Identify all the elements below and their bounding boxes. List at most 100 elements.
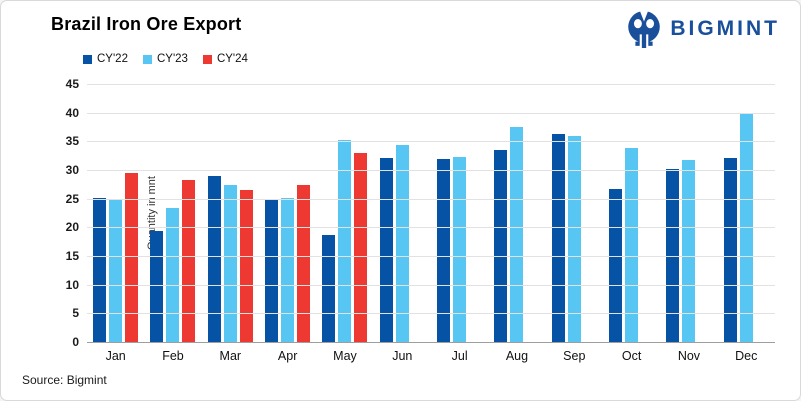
bar-slot — [682, 84, 696, 342]
legend-label: CY'23 — [156, 53, 188, 65]
bar-group-jun — [374, 84, 431, 342]
bar-slot — [395, 84, 409, 342]
y-tick-0: 0 — [72, 335, 79, 349]
bar-cy23-mar — [223, 185, 237, 342]
y-tick-40: 40 — [65, 105, 79, 120]
bar-slot — [109, 84, 123, 342]
bar-slot — [625, 84, 639, 342]
chart-legend: CY'22 CY'23 CY'24 — [83, 53, 248, 65]
bar-slot — [453, 84, 467, 342]
bar-slot — [297, 84, 311, 342]
x-tick-apr: Apr — [277, 349, 298, 363]
brand-logo: BIGMINT — [626, 10, 780, 48]
bar-slot — [510, 84, 524, 342]
x-axis-labels: Jan Feb Mar Apr May Jun Jul Aug Sep Oct Nov Dec — [87, 349, 775, 363]
gridline-45 — [87, 84, 775, 85]
bar-cy22-mar — [207, 176, 221, 342]
bar-slot — [223, 84, 237, 342]
bar-cy22-oct — [609, 188, 623, 342]
bigmint-owl-icon — [626, 10, 662, 48]
bar-slot — [666, 84, 680, 342]
bar-slot — [150, 84, 164, 342]
bar-cy22-apr — [265, 199, 279, 342]
x-tick-dec: Dec — [735, 349, 758, 363]
bar-groups — [87, 84, 775, 342]
x-tick-nov: Nov — [677, 349, 701, 363]
bar-cy23-jan — [109, 200, 123, 342]
bar-group-aug — [488, 84, 545, 342]
x-tick-sep: Sep — [563, 349, 586, 363]
gridline-25 — [87, 198, 775, 200]
bar-slot — [379, 84, 393, 342]
bar-cy22-nov — [666, 169, 680, 342]
bar-slot — [93, 84, 107, 342]
x-tick-oct: Oct — [621, 349, 642, 363]
bar-cy24-mar — [239, 190, 253, 342]
bar-slot — [166, 84, 180, 342]
bar-slot — [265, 84, 279, 342]
bar-cy22-feb — [150, 230, 164, 342]
bar-cy23-aug — [510, 127, 524, 342]
bar-cy23-nov — [682, 160, 696, 342]
bar-slot — [698, 84, 711, 342]
y-tick-15: 15 — [65, 249, 79, 263]
bar-slot — [354, 84, 368, 342]
plot-area: Quantity in mnt — [87, 84, 775, 343]
legend-item-cy22: CY'22 — [83, 53, 128, 65]
bar-cy22-aug — [494, 149, 508, 342]
gridline-35 — [87, 141, 775, 143]
source-note: Source: Bigmint — [22, 373, 107, 387]
y-tick-35: 35 — [65, 134, 79, 149]
y-tick-10: 10 — [65, 277, 79, 292]
bar-slot — [338, 84, 352, 342]
bar-slot — [281, 84, 295, 342]
bar-slot — [469, 84, 482, 342]
x-tick-may: May — [333, 349, 357, 363]
bar-group-mar — [202, 84, 259, 342]
gridline-0 — [87, 342, 775, 343]
y-tick-30: 30 — [65, 163, 79, 177]
bar-cy23-feb — [166, 207, 180, 342]
bar-group-jul — [431, 84, 488, 342]
legend-label: CY'22 — [97, 53, 128, 65]
bar-cy22-dec — [723, 157, 737, 342]
bar-cy23-oct — [625, 147, 639, 342]
chart-title: Brazil Iron Ore Export — [51, 14, 242, 34]
bar-cy22-may — [322, 235, 336, 342]
bar-slot — [567, 84, 581, 342]
bar-slot — [641, 84, 654, 342]
bar-group-apr — [259, 84, 316, 342]
bar-group-nov — [660, 84, 717, 342]
y-tick-25: 25 — [65, 191, 79, 206]
bar-cy24-apr — [297, 184, 311, 342]
bar-cy24-feb — [182, 179, 196, 342]
bar-cy22-jan — [93, 198, 107, 342]
bar-cy23-apr — [281, 197, 295, 342]
bar-cy22-sep — [551, 134, 565, 342]
x-tick-mar: Mar — [219, 349, 242, 363]
legend-swatch-icon — [83, 54, 92, 64]
bar-cy24-may — [354, 153, 368, 342]
bar-cy23-jul — [453, 157, 467, 342]
x-tick-aug: Aug — [505, 349, 529, 363]
legend-item-cy23: CY'23 — [142, 53, 188, 65]
bar-group-may — [316, 84, 373, 342]
legend-label: CY'24 — [216, 53, 248, 65]
legend-swatch-icon — [142, 54, 152, 64]
bar-cy22-jul — [437, 159, 451, 342]
y-tick-5: 5 — [72, 306, 79, 321]
bar-cy23-may — [338, 140, 352, 342]
gridline-15 — [87, 256, 775, 257]
y-tick-45: 45 — [65, 77, 79, 91]
y-tick-20: 20 — [65, 220, 79, 235]
bar-slot — [584, 84, 597, 342]
x-tick-jun: Jun — [392, 349, 413, 363]
bar-slot — [723, 84, 737, 342]
bar-slot — [551, 84, 565, 342]
brand-wordmark: BIGMINT — [670, 17, 780, 40]
bar-cy24-jan — [125, 172, 139, 342]
gridline-40 — [87, 112, 775, 114]
bar-slot — [526, 84, 539, 342]
x-tick-feb: Feb — [162, 349, 184, 363]
